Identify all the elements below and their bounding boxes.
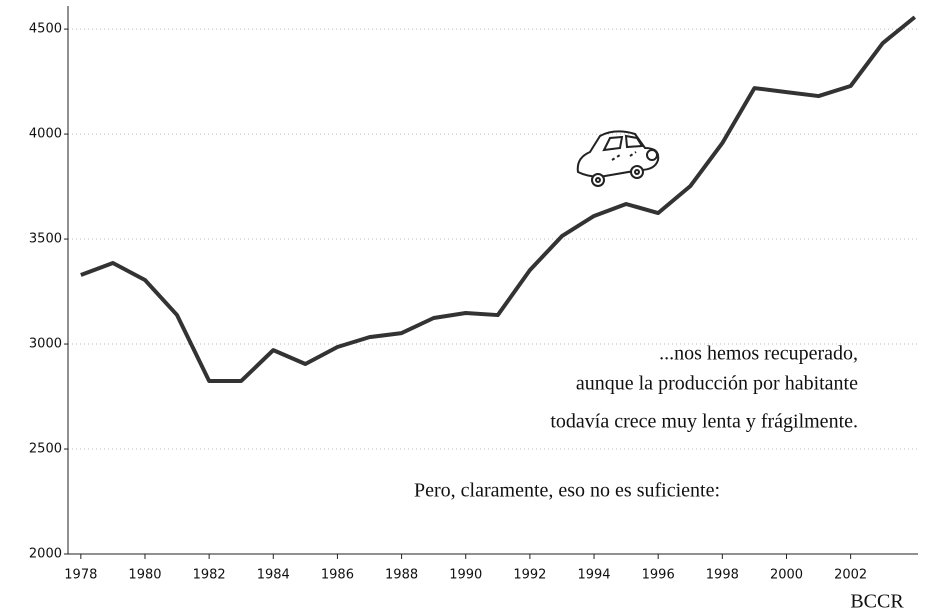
x-tick-label: 1992 bbox=[513, 568, 546, 583]
y-tick-label: 4500 bbox=[29, 22, 62, 37]
x-tick-label: 1988 bbox=[385, 568, 418, 583]
x-tick-label: 1994 bbox=[577, 568, 610, 583]
x-tick-label: 1990 bbox=[449, 568, 482, 583]
x-tick-label: 1996 bbox=[642, 568, 675, 583]
source: BCCR bbox=[850, 591, 904, 613]
x-tick-label: 1982 bbox=[193, 568, 226, 583]
y-tick-label: 2500 bbox=[29, 442, 62, 457]
y-tick-label: 2000 bbox=[29, 547, 62, 562]
x-tick-label: 1984 bbox=[257, 568, 290, 583]
annotation: Pero, claramente, eso no es suficiente: bbox=[414, 480, 720, 502]
annotation: ...nos hemos recuperado, bbox=[659, 343, 858, 365]
x-tick-label: 2000 bbox=[770, 568, 803, 583]
x-tick-label: 1980 bbox=[128, 568, 161, 583]
y-tick-label: 3500 bbox=[29, 232, 62, 247]
x-tick-label: 1986 bbox=[321, 568, 354, 583]
annotation: todavía crece muy lenta y frágilmente. bbox=[550, 411, 858, 433]
y-tick-label: 3000 bbox=[29, 337, 62, 352]
x-tick-label: 2002 bbox=[834, 568, 867, 583]
car-icon bbox=[576, 130, 660, 187]
x-tick-label: 1978 bbox=[64, 568, 97, 583]
annotation: aunque la producción por habitante bbox=[576, 373, 858, 395]
x-tick-label: 1998 bbox=[706, 568, 739, 583]
y-tick-label: 4000 bbox=[29, 127, 62, 142]
line bbox=[80, 15, 917, 383]
